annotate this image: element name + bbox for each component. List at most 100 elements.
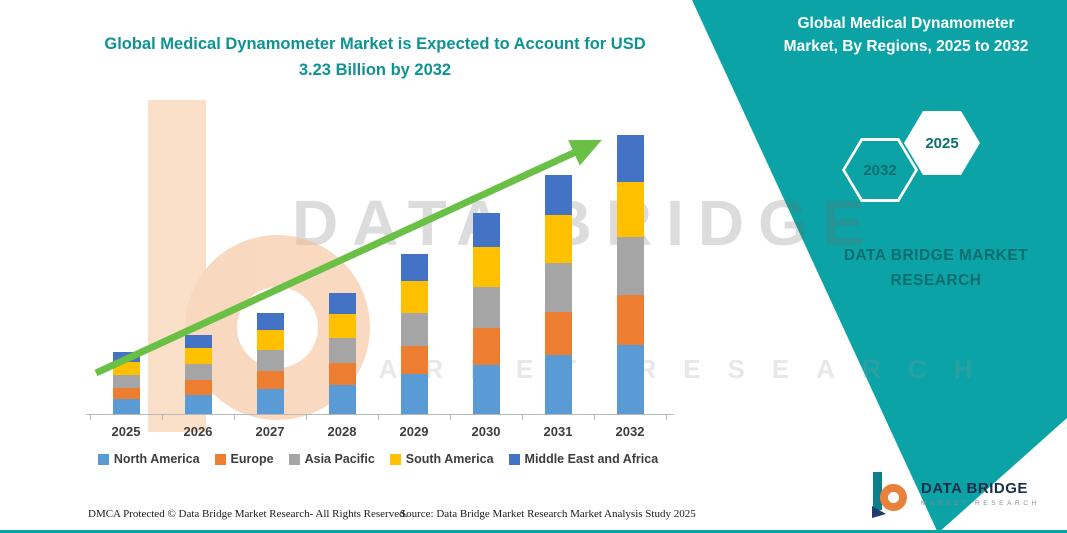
x-axis-label: 2025 (111, 424, 141, 439)
bar-segment (400, 345, 428, 375)
x-axis-label: 2030 (471, 424, 501, 439)
bar-segment (544, 311, 572, 356)
brand-logo-swoosh (872, 506, 886, 518)
bar-column (234, 312, 306, 415)
bar-segment (616, 181, 644, 238)
hexagon-fill (907, 114, 977, 172)
x-axis-line (86, 414, 674, 415)
brand-caption: DATA BRIDGE MARKET RESEARCH (843, 247, 1029, 289)
bar-segment (472, 286, 500, 329)
legend-label: Asia Pacific (304, 452, 375, 466)
axis-tick (90, 415, 91, 420)
bar-segment (256, 389, 284, 415)
brand-logo-icon (868, 468, 912, 518)
bar-segment (544, 262, 572, 312)
legend-item: North America (97, 452, 200, 466)
hexagon-badge-2032: 2032 (842, 138, 918, 202)
stacked-bar-2025 (112, 351, 140, 415)
stacked-bar-2027 (256, 312, 284, 415)
x-axis-label: 2027 (255, 424, 285, 439)
bar-segment (472, 364, 500, 415)
legend-swatch (214, 453, 226, 465)
bars-row (90, 135, 666, 415)
bar-segment (184, 348, 212, 364)
x-axis-labels: 2025 2026 2027 2028 2029 2030 2031 2032 (90, 415, 666, 439)
bar-segment (112, 399, 140, 415)
bar-segment (328, 313, 356, 338)
bar-segment (544, 174, 572, 215)
chart-area: 2025 2026 2027 2028 2029 2030 2031 2032 North A… (86, 135, 674, 466)
bar-segment (400, 374, 428, 415)
axis-tick (450, 415, 451, 420)
bar-segment (616, 135, 644, 182)
bar-segment (472, 246, 500, 287)
axis-tick (162, 415, 163, 420)
bar-segment (112, 388, 140, 400)
bar-segment (616, 344, 644, 415)
legend-item: Middle East and Africa (508, 452, 659, 466)
legend-swatch (288, 453, 300, 465)
axis-tick (666, 415, 667, 420)
bar-segment (472, 213, 500, 247)
bar-segment (256, 350, 284, 371)
stacked-bar-2026 (184, 335, 212, 415)
chart-title: Global Medical Dynamometer Market is Exp… (104, 35, 646, 79)
bar-segment (472, 328, 500, 365)
legend: North America Europe Asia Pacific South Ame… (88, 452, 668, 466)
bottom-accent-line (0, 530, 1067, 533)
legend-label: North America (113, 452, 200, 466)
axis-tick (594, 415, 595, 420)
brand-logo: DATA BRIDGE MARKET RESEARCH (868, 468, 1040, 518)
legend-item: Asia Pacific (288, 452, 375, 466)
bar-segment (544, 355, 572, 415)
brand-name: DATA BRIDGE (921, 479, 1028, 497)
plot-area (86, 135, 674, 420)
bar-segment (400, 280, 428, 313)
bar-segment (184, 395, 212, 415)
bar-column (378, 253, 450, 415)
legend-label: South America (405, 452, 494, 466)
axis-tick (522, 415, 523, 420)
hexagon-year-label: 2025 (925, 134, 959, 152)
axis-tick (306, 415, 307, 420)
axis-tick (378, 415, 379, 420)
bar-segment (328, 363, 356, 385)
brand-tagline: MARKET RESEARCH (921, 499, 1040, 507)
bar-segment (112, 375, 140, 389)
hexagon-year-label: 2032 (863, 161, 897, 179)
x-axis-label: 2032 (615, 424, 645, 439)
bar-column (450, 213, 522, 415)
bar-segment (400, 253, 428, 281)
legend-swatch (508, 453, 520, 465)
legend-label: Europe (230, 452, 274, 466)
bar-segment (328, 292, 356, 314)
bar-segment (328, 384, 356, 415)
legend-label: Middle East and Africa (524, 452, 659, 466)
hexagon-badge-2025: 2025 (904, 111, 980, 175)
bar-segment (112, 351, 140, 363)
hexagon-fill (845, 141, 915, 199)
bar-segment (184, 335, 212, 349)
bar-segment (616, 294, 644, 345)
stacked-bar-2029 (400, 253, 428, 415)
bar-column (90, 351, 162, 415)
bar-column (306, 292, 378, 415)
brand-logo-text: DATA BRIDGE MARKET RESEARCH (921, 480, 1040, 507)
bar-segment (184, 363, 212, 381)
stacked-bar-2032 (616, 135, 644, 415)
legend-item: South America (389, 452, 494, 466)
stacked-bar-2028 (328, 292, 356, 415)
x-axis-label: 2026 (183, 424, 213, 439)
brand-logo-bar (873, 472, 882, 510)
bar-segment (256, 330, 284, 351)
stacked-bar-2031 (544, 174, 572, 415)
axis-tick (234, 415, 235, 420)
bar-segment (544, 214, 572, 263)
legend-swatch (389, 453, 401, 465)
stacked-bar-2030 (472, 213, 500, 415)
panel-title: Global Medical Dynamometer Market, By Re… (783, 15, 1029, 56)
x-axis-label: 2028 (327, 424, 357, 439)
bar-column (162, 335, 234, 415)
bar-segment (400, 312, 428, 346)
